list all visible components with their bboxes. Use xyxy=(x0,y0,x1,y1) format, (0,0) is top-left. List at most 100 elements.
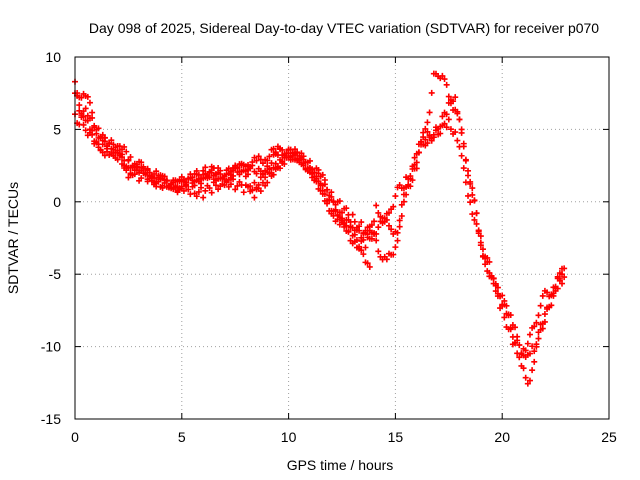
x-tick-label: 20 xyxy=(494,429,510,445)
data-point xyxy=(494,284,501,291)
data-point xyxy=(351,238,358,245)
data-point xyxy=(251,179,258,186)
data-point xyxy=(304,159,311,166)
data-point xyxy=(467,199,474,206)
data-point xyxy=(180,177,187,184)
data-point xyxy=(336,198,343,205)
data-point xyxy=(202,187,209,194)
data-point xyxy=(443,81,450,88)
data-point xyxy=(375,248,382,255)
data-point xyxy=(121,162,128,169)
data-point xyxy=(368,235,375,242)
data-point xyxy=(422,125,429,132)
data-point xyxy=(343,222,350,229)
data-point xyxy=(428,89,435,96)
data-point xyxy=(101,152,108,159)
data-point xyxy=(281,161,288,168)
data-point xyxy=(91,122,98,129)
data-point xyxy=(321,191,328,198)
data-point xyxy=(445,93,452,100)
data-point xyxy=(535,335,542,342)
data-point xyxy=(84,117,91,124)
data-point xyxy=(125,174,132,181)
data-point xyxy=(396,217,403,224)
data-point xyxy=(328,207,335,214)
data-point xyxy=(411,161,418,168)
data-point xyxy=(153,168,160,175)
data-point xyxy=(127,153,134,160)
data-point xyxy=(411,154,418,161)
data-point xyxy=(364,231,371,238)
data-point xyxy=(277,156,284,163)
data-point xyxy=(125,164,132,171)
data-point xyxy=(168,185,175,192)
data-point xyxy=(373,237,380,244)
data-point xyxy=(550,290,557,297)
y-axis-label: SDTVAR / TECUs xyxy=(5,182,21,294)
data-point xyxy=(465,192,472,199)
data-point xyxy=(458,152,465,159)
data-point xyxy=(544,289,551,296)
data-point xyxy=(447,100,454,107)
x-tick-label: 5 xyxy=(178,429,186,445)
data-point xyxy=(477,239,484,246)
data-point xyxy=(473,210,480,217)
data-point xyxy=(516,341,523,348)
data-point xyxy=(407,175,414,182)
data-point xyxy=(539,325,546,332)
data-point xyxy=(245,171,252,178)
data-point xyxy=(112,144,119,151)
data-point xyxy=(526,350,533,357)
data-point xyxy=(426,109,433,116)
data-point xyxy=(345,228,352,235)
x-axis-label: GPS time / hours xyxy=(287,457,394,473)
y-tick-label: 5 xyxy=(53,121,61,137)
data-point xyxy=(157,175,164,182)
data-point xyxy=(198,175,205,182)
data-point xyxy=(531,348,538,355)
data-point xyxy=(215,186,222,193)
data-point xyxy=(78,112,85,119)
data-point xyxy=(392,193,399,200)
data-point xyxy=(114,147,121,154)
data-point xyxy=(277,145,284,152)
data-point xyxy=(398,201,405,208)
data-point xyxy=(76,102,83,109)
data-point xyxy=(76,121,83,128)
data-point xyxy=(358,247,365,254)
data-point xyxy=(264,179,271,186)
data-point xyxy=(189,174,196,181)
data-point xyxy=(176,178,183,185)
data-point xyxy=(183,182,190,189)
data-point xyxy=(469,191,476,198)
data-point xyxy=(315,166,322,173)
data-point xyxy=(435,125,442,132)
data-point xyxy=(398,212,405,219)
data-point xyxy=(95,141,102,148)
data-point xyxy=(443,124,450,131)
data-point xyxy=(460,140,467,147)
data-point xyxy=(394,229,401,236)
data-point xyxy=(319,171,326,178)
data-point xyxy=(339,209,345,216)
data-point xyxy=(537,302,544,309)
data-point xyxy=(163,177,170,184)
data-point xyxy=(304,168,311,175)
data-point xyxy=(255,153,262,160)
data-point xyxy=(232,186,239,193)
data-point xyxy=(257,188,264,195)
chart-title: Day 098 of 2025, Sidereal Day-to-day VTE… xyxy=(89,20,599,36)
data-point xyxy=(443,111,450,118)
data-point xyxy=(405,181,412,188)
data-point xyxy=(84,93,91,100)
data-point xyxy=(253,170,260,177)
data-point xyxy=(328,189,335,196)
data-point xyxy=(101,138,108,145)
data-point xyxy=(561,265,568,272)
y-tick-label: -10 xyxy=(41,339,61,355)
data-point xyxy=(240,189,247,196)
data-point xyxy=(264,157,271,164)
data-point xyxy=(230,167,237,174)
